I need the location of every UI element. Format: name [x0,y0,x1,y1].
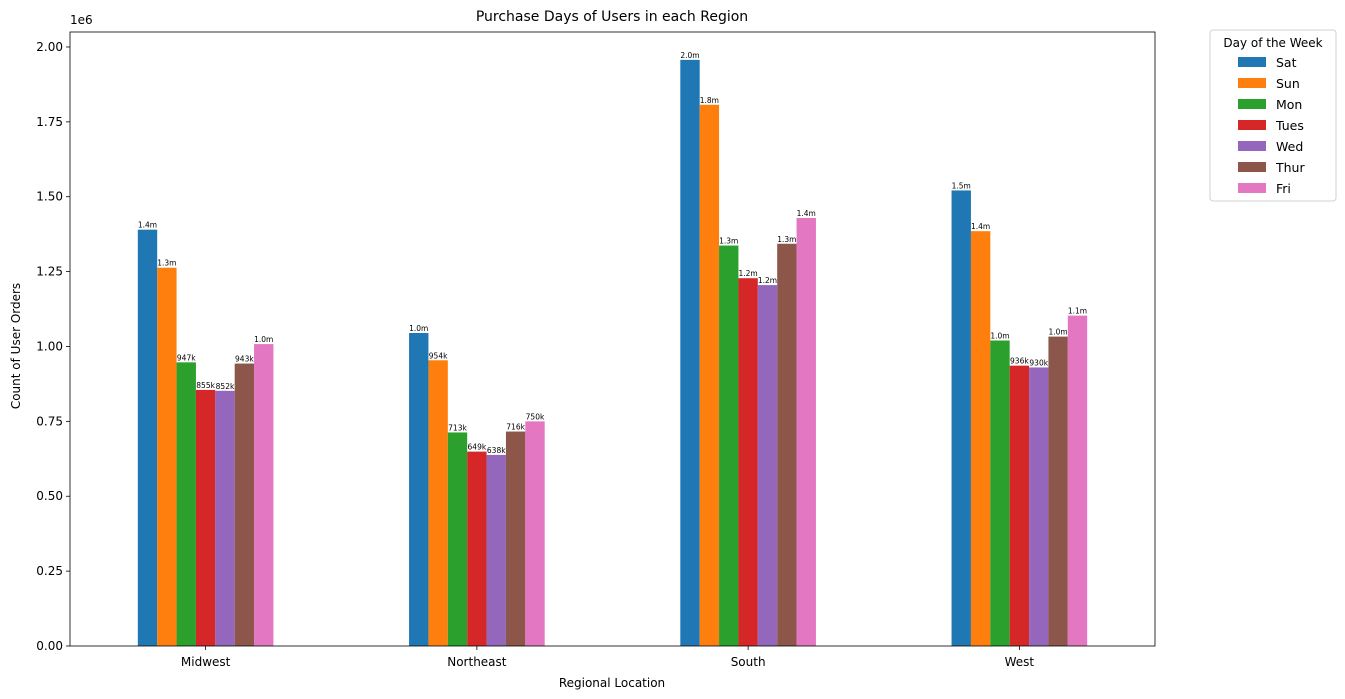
data-label: 1.0m [409,324,428,333]
bar-mon [176,362,196,646]
bar-mon [719,245,739,647]
y-axis-label: Count of User Orders [9,283,23,409]
bar-sun [157,267,177,646]
data-label: 1.5m [952,181,971,190]
bar-wed [215,390,235,646]
data-label: 713k [448,423,467,432]
data-label: 1.8m [700,96,719,105]
legend-swatch-sat [1238,57,1266,67]
y-tick-label: 1.75 [36,115,63,129]
data-label: 1.3m [777,235,796,244]
data-label: 750k [526,412,545,421]
x-tick-label: Midwest [181,655,231,669]
bar-thur [1048,336,1068,646]
data-label: 2.0m [680,51,699,60]
bar-sat [951,190,971,646]
data-label: 1.0m [990,331,1009,340]
y-tick-label: 1.25 [36,265,63,279]
legend-label-wed: Wed [1276,139,1303,154]
legend-label-fri: Fri [1276,181,1291,196]
legend-box [1209,29,1337,202]
bar-wed [486,454,506,646]
data-label: 943k [235,355,254,364]
legend-swatch-sun [1238,78,1266,88]
y-tick-label: 0.25 [36,564,63,578]
bar-mon [447,432,468,646]
data-label: 1.3m [719,237,738,246]
bar-fri [796,217,816,646]
legend-label-tues: Tues [1275,118,1304,133]
legend-label-sat: Sat [1276,55,1297,70]
bar-sun [428,360,448,646]
bar-thur [777,243,797,646]
y-tick-label: 0.75 [36,414,63,428]
data-label: 936k [1010,357,1029,366]
bar-fri [1067,315,1088,646]
data-label: 716k [506,423,525,432]
x-tick-label: Northeast [447,655,507,669]
y-tick-label: 2.00 [36,40,63,54]
bar-fri [254,344,274,646]
data-label: 930k [1029,358,1048,367]
bar-thur [505,431,526,646]
legend-swatch-tues [1238,120,1266,130]
legend-label-mon: Mon [1276,97,1302,112]
data-label: 1.4m [971,222,990,231]
x-tick-label: South [731,655,766,669]
bar-thur [234,363,255,646]
y-tick-label: 0.50 [36,489,63,503]
legend-label-thur: Thur [1275,160,1305,175]
data-label: 954k [429,351,448,360]
legend-swatch-wed [1238,141,1266,151]
x-tick-label: West [1005,655,1035,669]
bar-mon [990,340,1010,646]
bar-sat [680,59,700,647]
bar-sat [137,229,158,647]
legend-swatch-fri [1238,183,1266,193]
y-tick-label: 0.00 [36,639,63,653]
data-label: 852k [216,382,235,391]
data-label: 1.2m [739,269,758,278]
y-tick-label: 1.00 [36,339,63,353]
y-multiplier-label: 1e6 [70,13,93,27]
bar-tues [1009,365,1030,646]
data-label: 855k [196,381,215,390]
bar-sat [409,333,429,646]
bar-tues [738,278,758,646]
bar-wed [757,285,778,646]
x-axis-label: Regional Location [559,676,665,690]
legend-title: Day of the Week [1223,36,1322,50]
bar-wed [1029,367,1049,646]
data-label: 1.4m [797,209,816,218]
data-label: 947k [177,353,196,362]
chart-title: Purchase Days of Users in each Region [476,9,748,25]
data-label: 1.1m [1068,307,1087,316]
legend-swatch-mon [1238,99,1266,109]
legend-label-sun: Sun [1276,76,1300,91]
bar-tues [467,451,487,646]
data-label: 1.2m [758,276,777,285]
plot-area: 0.00 0.25 0.50 0.75 1.00 1.25 1.50 1.75 2.00 Midw… [36,40,1088,669]
legend: Day of the Week Sat Sun Mon Tues Wed Thur Fri [1209,29,1337,202]
bar-fri [525,421,545,646]
y-tick-label: 1.50 [36,190,63,204]
data-label: 1.3m [157,259,176,268]
data-label: 1.0m [1049,328,1068,337]
data-label: 1.0m [254,335,273,344]
bar-sun [699,104,720,646]
legend-items: Sat Sun Mon Tues Wed Thur Fri [1238,55,1305,196]
plot-frame [69,31,1156,647]
data-label: 638k [487,446,506,455]
data-label: 649k [468,443,487,452]
data-label: 1.4m [138,221,157,230]
bar-sun [970,231,991,647]
legend-swatch-thur [1238,162,1266,172]
bar-tues [195,389,216,646]
